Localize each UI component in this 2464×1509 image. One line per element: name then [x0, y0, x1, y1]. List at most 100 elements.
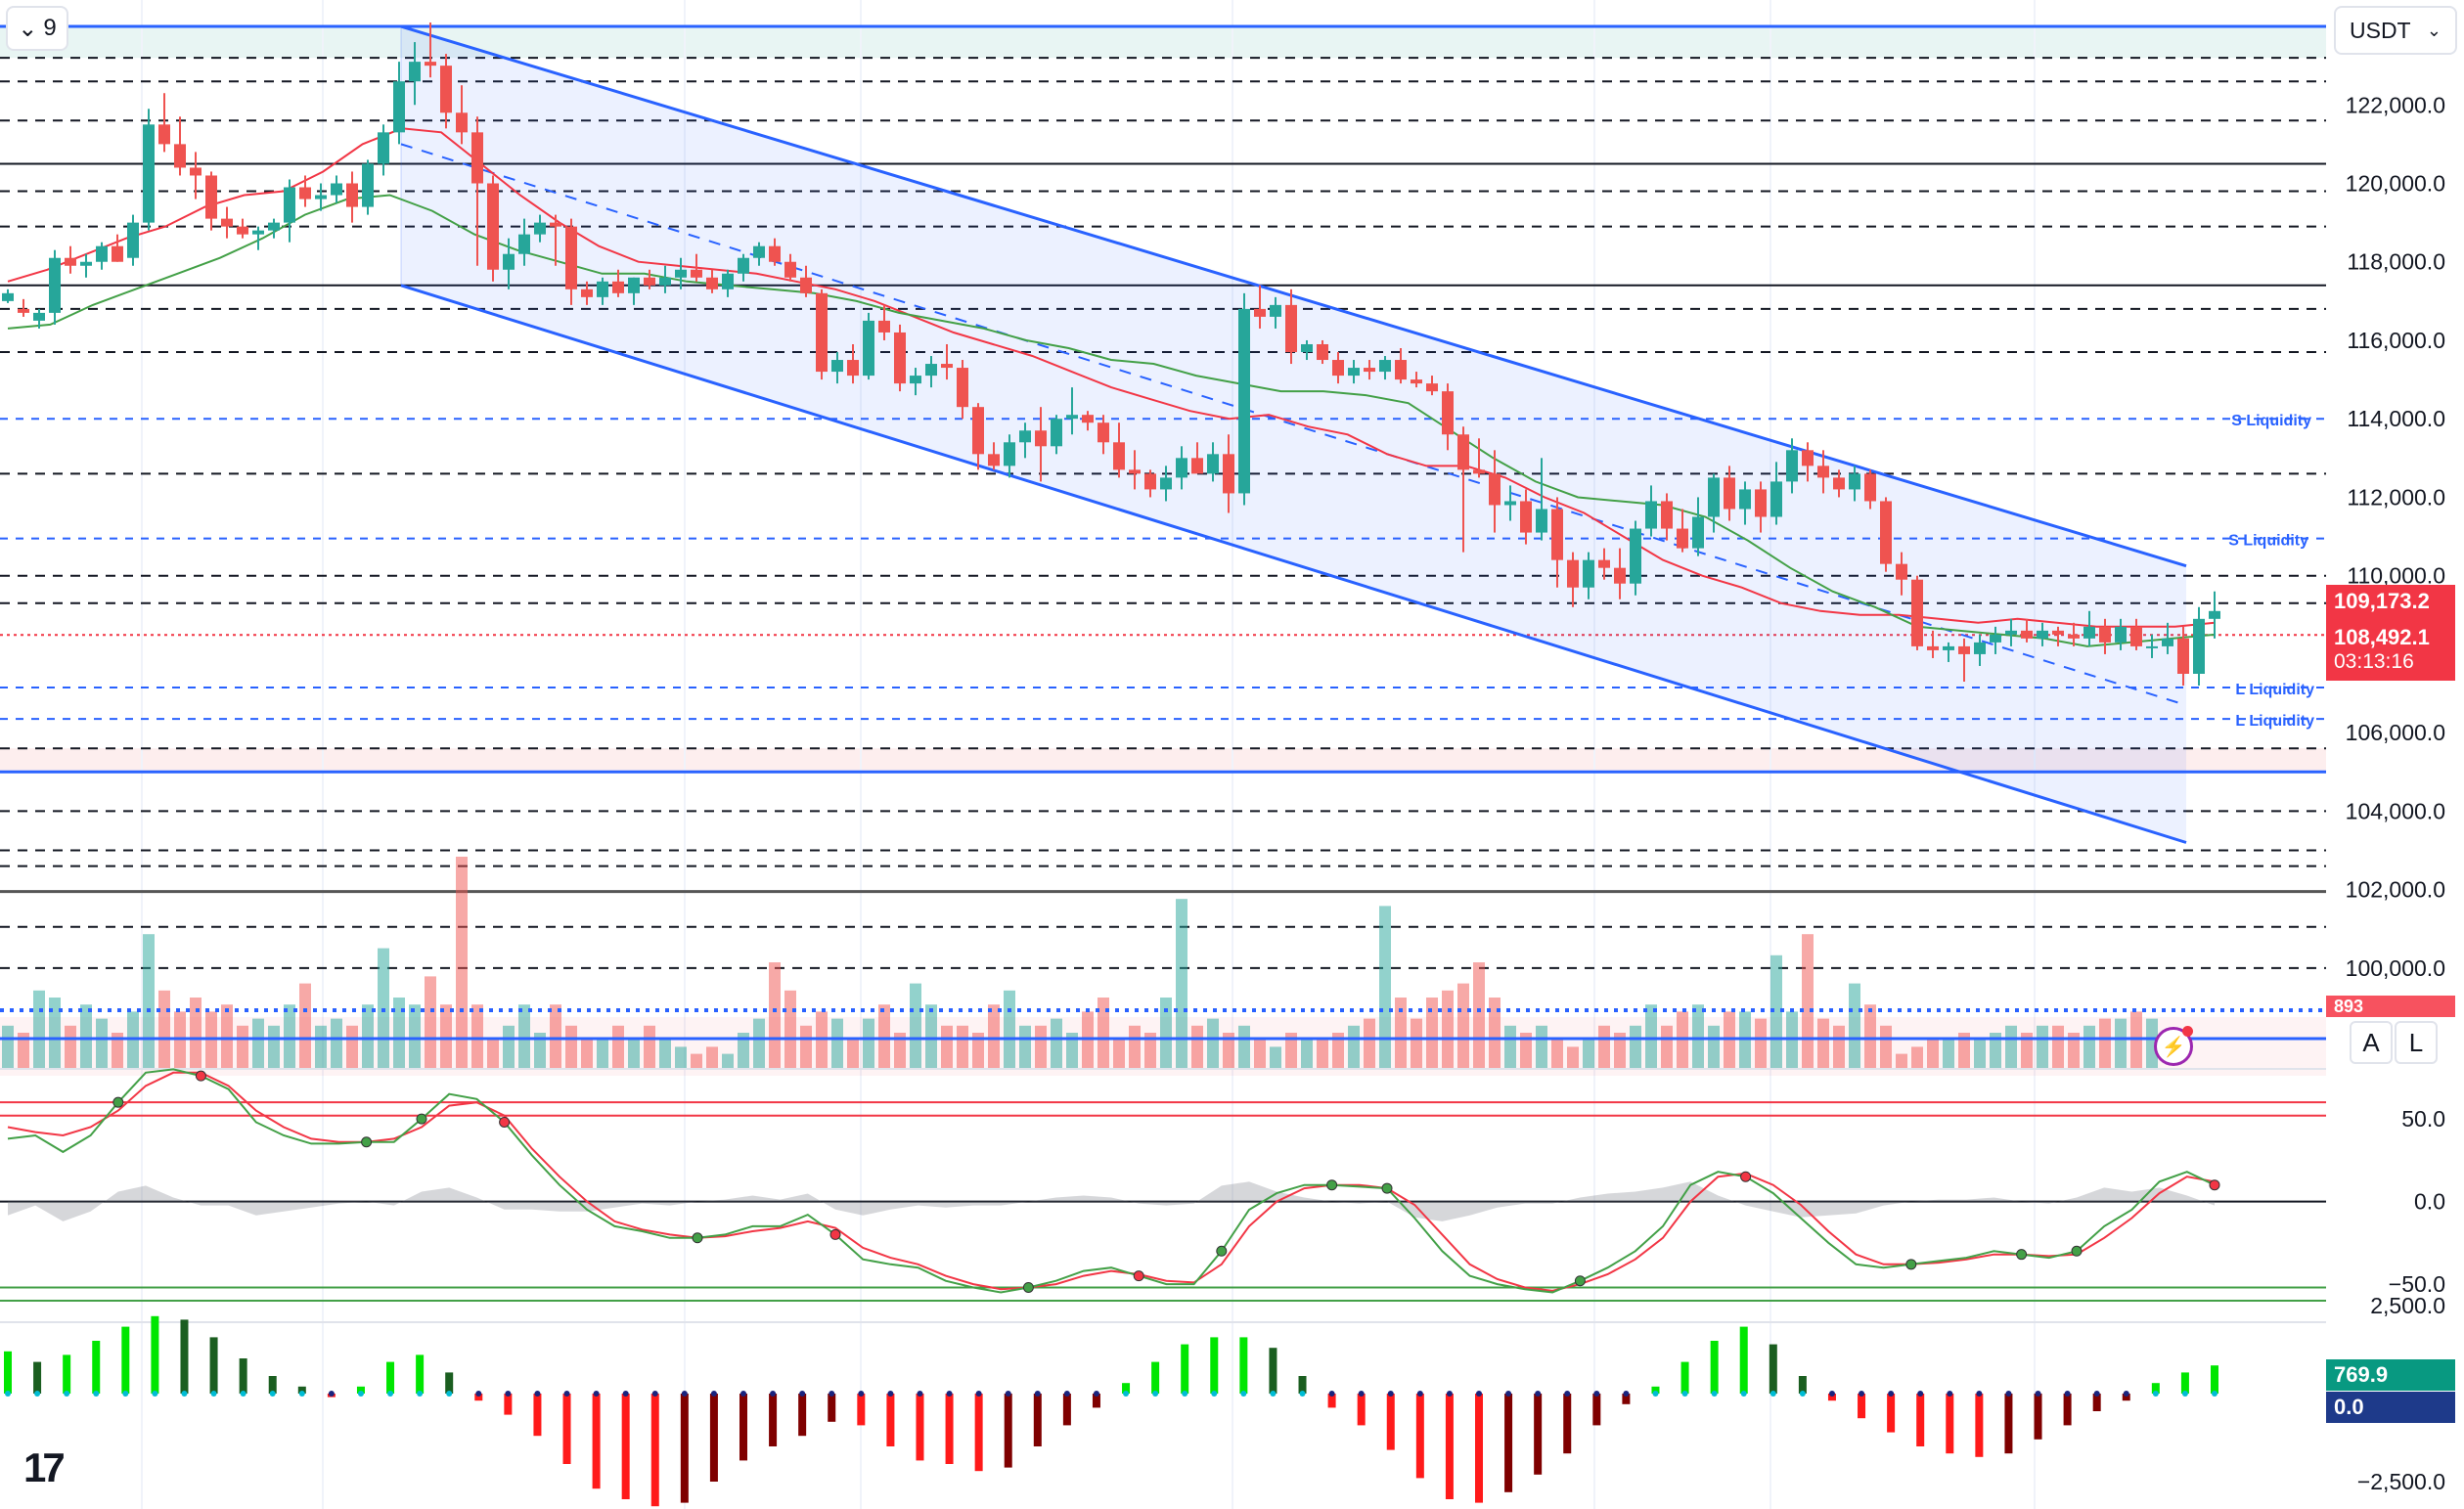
macd-zero-dot [1034, 1391, 1041, 1397]
volume-bar [18, 1033, 29, 1068]
volume-bar [487, 1040, 499, 1068]
candle-body [518, 234, 530, 254]
macd-hist-bar [356, 1386, 365, 1394]
candle-body [284, 187, 295, 223]
macd-hist-bar [1504, 1394, 1513, 1492]
volume-bar [1645, 1004, 1657, 1068]
macd-zero-dot [2212, 1391, 2218, 1397]
macd-hist-bar [33, 1361, 42, 1394]
macd-hist-bar [2063, 1394, 2072, 1426]
macd-hist-bar [1475, 1394, 1483, 1503]
macd-zero-dot [1652, 1391, 1659, 1397]
macd-hist-bar [1298, 1376, 1307, 1394]
candle-body [597, 281, 608, 297]
macd-hist-bar [1269, 1348, 1277, 1394]
candle-body [1238, 308, 1250, 494]
volume-bar [1004, 990, 1015, 1068]
stoch-tick-label: 0.0 [2414, 1189, 2445, 1215]
candle-body [2021, 630, 2033, 639]
candle-body [1864, 473, 1876, 502]
volume-bar [221, 1004, 233, 1068]
candle-body [722, 273, 734, 289]
price-tick-label: 114,000.0 [2347, 406, 2445, 431]
candle-body [1520, 501, 1532, 533]
macd-zero-dot [446, 1391, 453, 1397]
macd-zero-dot [1476, 1391, 1482, 1397]
macd-hist-bar [592, 1394, 601, 1489]
candle-body [2193, 618, 2205, 674]
interval-collapse-button[interactable]: ⌄ 9 [6, 6, 68, 51]
cross-dot [499, 1116, 511, 1128]
macd-hist-bar [857, 1394, 866, 1426]
auto-scale-button[interactable]: A [2350, 1021, 2393, 1064]
macd-zero-dot [181, 1391, 188, 1397]
candle-body [910, 376, 921, 384]
macd-zero-dot [2064, 1391, 2071, 1397]
candle-body [1019, 430, 1031, 443]
macd-hist-bar [1386, 1394, 1395, 1450]
macd-zero-dot [799, 1391, 806, 1397]
stoch-tick-label: 50.0 [2401, 1106, 2445, 1132]
macd-zero-dot [1828, 1391, 1835, 1397]
cross-dot [2209, 1179, 2220, 1191]
volume-bar [1817, 1018, 1829, 1068]
cross-dot [1740, 1171, 1752, 1182]
volume-bar [2068, 1033, 2080, 1068]
volume-bar [2115, 1018, 2127, 1068]
macd-hist-bar [2180, 1372, 2189, 1394]
candle-body [1943, 645, 1954, 650]
volume-bar [1896, 1053, 1907, 1068]
volume-bar [1911, 1046, 1923, 1068]
candle-body [1379, 360, 1391, 373]
volume-bar [534, 1033, 546, 1068]
candle-body [487, 183, 499, 270]
macd-hist-bar [680, 1394, 689, 1503]
log-scale-button[interactable]: L [2395, 1021, 2438, 1064]
macd-hist-bar [769, 1394, 778, 1446]
volume-bar [65, 1025, 76, 1068]
volume-bar [1098, 998, 1109, 1068]
candle-body [1583, 559, 1594, 588]
price-tick-label: 122,000.0 [2346, 92, 2445, 117]
macd-zero-dot [1093, 1391, 1099, 1397]
candle-body [1411, 379, 1422, 384]
candle-body [49, 257, 61, 313]
currency-selector[interactable]: USDT ⌄ [2334, 6, 2457, 55]
macd-zero-dot [1799, 1391, 1806, 1397]
channel-upper-line [400, 24, 2187, 568]
macd-zero-dot [417, 1391, 424, 1397]
macd-hist-bar [1680, 1361, 1689, 1394]
candle-body [1770, 481, 1782, 517]
stoch-tick-label: −50.0 [2389, 1271, 2445, 1297]
candle-body [1364, 368, 1375, 373]
candle-body [471, 132, 483, 184]
volume-bar [800, 1025, 812, 1068]
volume-bar [1364, 1018, 1375, 1068]
macd-hist-bar [1033, 1394, 1042, 1446]
macd-zero-dot [2123, 1391, 2129, 1397]
macd-zero-dot [534, 1391, 541, 1397]
macd-zero-dot [1681, 1391, 1688, 1397]
candle-body [1332, 360, 1344, 377]
candle-body [831, 360, 843, 373]
candle-body [1567, 559, 1579, 588]
macd-zero-dot [593, 1391, 600, 1397]
volume-bar [378, 948, 389, 1068]
macd-hist-bar [974, 1394, 983, 1472]
candle-body [2146, 645, 2158, 648]
volume-bar [894, 1033, 906, 1068]
candle-body [1270, 304, 1281, 317]
macd-zero-dot [975, 1391, 982, 1397]
macd-zero-dot [1387, 1391, 1394, 1397]
volume-bar [2099, 1018, 2111, 1068]
volume-bar [2021, 1033, 2033, 1068]
volume-bar [628, 1040, 640, 1068]
candle-body [753, 245, 765, 258]
volume-bar [1943, 1040, 1954, 1068]
macd-hist-bar [533, 1394, 542, 1437]
macd-zero-dot [122, 1391, 129, 1397]
stochastic-pane [0, 1068, 2464, 1302]
cross-dot [1216, 1245, 1228, 1257]
candle-body [1066, 415, 1078, 420]
